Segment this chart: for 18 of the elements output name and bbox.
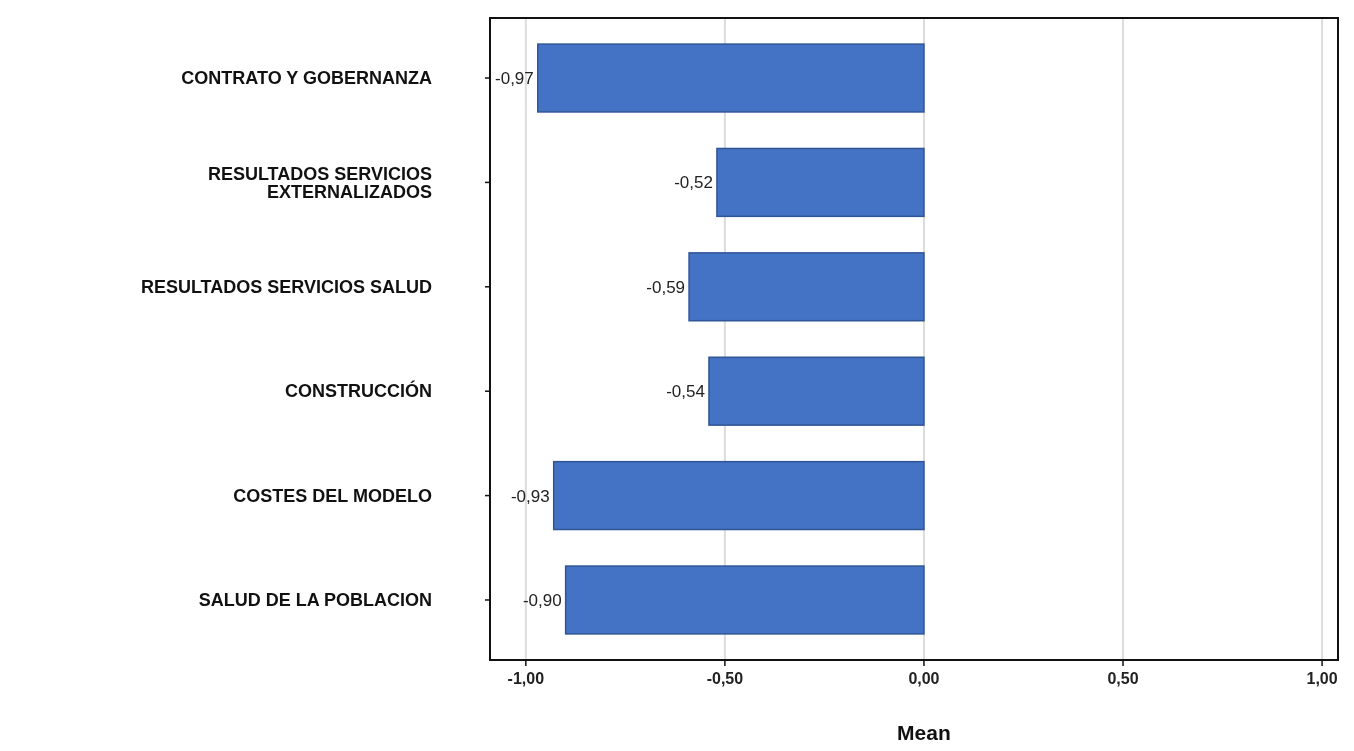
- x-tick-label: -1,00: [507, 670, 545, 687]
- x-tick-label: 1,00: [1306, 670, 1338, 687]
- y-tick-label: SALUD DE LA POBLACION: [198, 590, 432, 611]
- y-tick-label: RESULTADOS SERVICIOS SALUD: [140, 277, 432, 298]
- y-tick-label: RESULTADOS SERVICIOS EXTERNALIZADOS: [207, 163, 432, 202]
- data-label: -0,52: [674, 173, 713, 193]
- y-tick-label: CONTRATO Y GOBERNANZA: [181, 68, 432, 89]
- x-axis-title: Mean: [897, 721, 951, 744]
- data-label: -0,97: [495, 68, 534, 88]
- x-tick-label: 0,50: [1107, 670, 1139, 687]
- data-label: -0,90: [522, 590, 562, 610]
- x-tick-label: -0,50: [706, 670, 744, 687]
- y-tick-label: CONSTRUCCIÓN: [285, 380, 432, 402]
- y-tick-label: COSTES DEL MODELO: [233, 485, 432, 506]
- data-label: -0,93: [510, 486, 550, 506]
- x-tick-label: 0,00: [908, 670, 940, 687]
- data-label: -0,54: [666, 382, 705, 402]
- data-label: -0,59: [646, 277, 686, 297]
